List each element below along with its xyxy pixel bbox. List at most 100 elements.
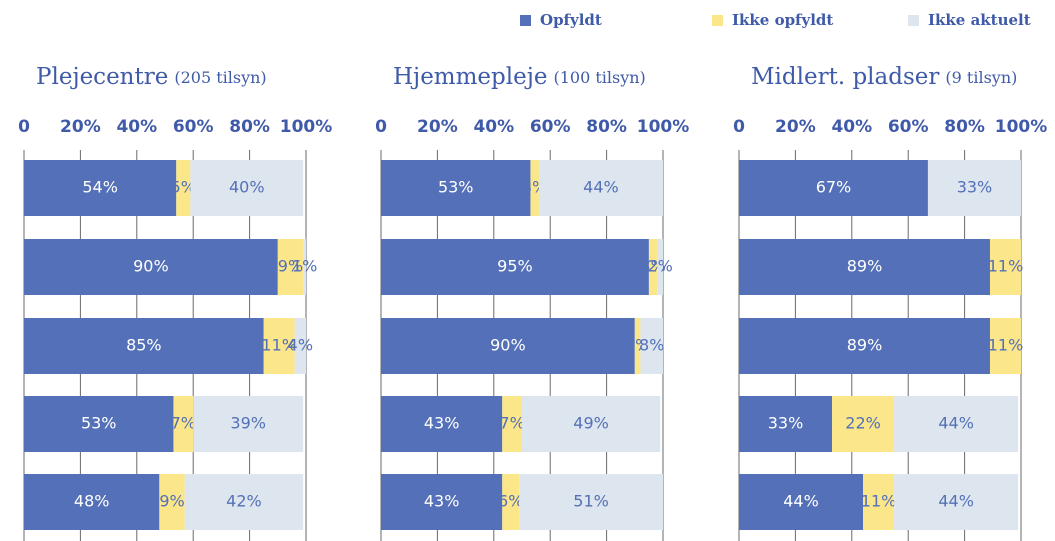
value-label: 1% (292, 257, 317, 276)
bar-segment (381, 396, 503, 452)
bar-segment (381, 318, 635, 374)
value-label: 44% (583, 178, 619, 197)
value-label: 9% (159, 492, 184, 511)
x-tick-label: 60% (530, 117, 571, 137)
bar-segment (173, 396, 194, 452)
legend-label: Ikke aktuelt (928, 11, 1031, 29)
value-label: 4% (288, 336, 313, 355)
bar-segment (381, 474, 503, 530)
value-label: 33% (768, 414, 804, 433)
bar-segment (739, 474, 864, 530)
bar-segment (530, 160, 539, 216)
value-label: 90% (133, 257, 169, 276)
bar-segment (176, 160, 191, 216)
value-label: 89% (847, 336, 883, 355)
bar-segment (894, 474, 1019, 530)
value-label: 22% (845, 414, 881, 433)
value-label: 44% (938, 414, 974, 433)
bar-segment (989, 318, 1021, 374)
value-label: 43% (424, 492, 460, 511)
bar-segment (24, 318, 264, 374)
value-label: 9% (278, 257, 303, 276)
x-tick-label: 0 (733, 117, 745, 137)
value-label: 7% (499, 414, 524, 433)
value-label: 40% (229, 178, 265, 197)
x-tick-label: 40% (831, 117, 872, 137)
x-tick-label: 20% (417, 117, 458, 137)
value-label: 8% (639, 336, 664, 355)
chart-title: Hjemmepleje (100 tilsyn) (393, 64, 646, 90)
bar-segment (648, 239, 658, 295)
bar-segment (538, 160, 663, 216)
chart-title: Midlert. pladser (9 tilsyn) (751, 64, 1017, 90)
value-label: 95% (497, 257, 533, 276)
x-tick-label: 40% (116, 117, 157, 137)
bar-segment (303, 239, 306, 295)
x-tick-label: 100% (995, 117, 1048, 137)
bar-segment (190, 160, 304, 216)
bar-segment (634, 318, 641, 374)
bar-segment (739, 396, 833, 452)
subtitle: (9 tilsyn) (945, 68, 1017, 87)
bar-segment (863, 474, 895, 530)
title: Plejecentre (36, 64, 168, 90)
legend-label: Ikke opfyldt (732, 11, 833, 29)
value-label: 11% (261, 336, 297, 355)
subtitle: (205 tilsyn) (174, 68, 266, 87)
x-tick-label: 60% (173, 117, 214, 137)
subtitle: (100 tilsyn) (553, 68, 645, 87)
bar-segment (24, 239, 278, 295)
bar-segment (159, 474, 185, 530)
value-label: 2% (647, 257, 672, 276)
value-label: 43% (424, 414, 460, 433)
bar-segment (640, 318, 663, 374)
value-label: 11% (988, 257, 1024, 276)
bar-segment (927, 160, 1021, 216)
bar-segment (522, 396, 661, 452)
bar-segment (381, 239, 649, 295)
x-tick-label: 80% (586, 117, 627, 137)
value-label: 53% (81, 414, 117, 433)
bar-segment (894, 396, 1019, 452)
bar-segment (989, 239, 1021, 295)
value-label: 7% (171, 414, 196, 433)
legend-swatch (908, 15, 919, 26)
legend-label: Opfyldt (540, 11, 602, 29)
bar-segment (24, 396, 174, 452)
x-tick-label: 80% (944, 117, 985, 137)
x-tick-label: 0 (18, 117, 30, 137)
value-label: 44% (938, 492, 974, 511)
bar-segment (294, 318, 306, 374)
value-label: 39% (230, 414, 266, 433)
bar-segment (263, 318, 295, 374)
bar-segment (277, 239, 304, 295)
chart-title: Plejecentre (205 tilsyn) (36, 64, 267, 90)
bar-segment (519, 474, 663, 530)
title: Midlert. pladser (751, 64, 939, 90)
bar-segment (381, 160, 531, 216)
x-tick-label: 80% (229, 117, 270, 137)
x-tick-label: 20% (775, 117, 816, 137)
value-label: 5% (171, 178, 196, 197)
x-tick-label: 60% (888, 117, 929, 137)
value-label: 11% (861, 492, 897, 511)
bar-segment (184, 474, 304, 530)
value-label: 85% (126, 336, 162, 355)
value-label: 48% (74, 492, 110, 511)
value-label: 67% (816, 178, 852, 197)
x-tick-label: 40% (473, 117, 514, 137)
value-label: 89% (847, 257, 883, 276)
bar-segment (832, 396, 895, 452)
value-label: 11% (988, 336, 1024, 355)
bar-segment (739, 160, 928, 216)
value-label: 90% (490, 336, 526, 355)
value-label: 44% (783, 492, 819, 511)
legend-swatch (520, 15, 531, 26)
value-label: 51% (573, 492, 609, 511)
bar-segment (193, 396, 304, 452)
value-label: 54% (82, 178, 118, 197)
x-tick-label: 100% (637, 117, 690, 137)
value-label: 6% (498, 492, 523, 511)
x-tick-label: 0 (375, 117, 387, 137)
bar-segment (24, 474, 160, 530)
